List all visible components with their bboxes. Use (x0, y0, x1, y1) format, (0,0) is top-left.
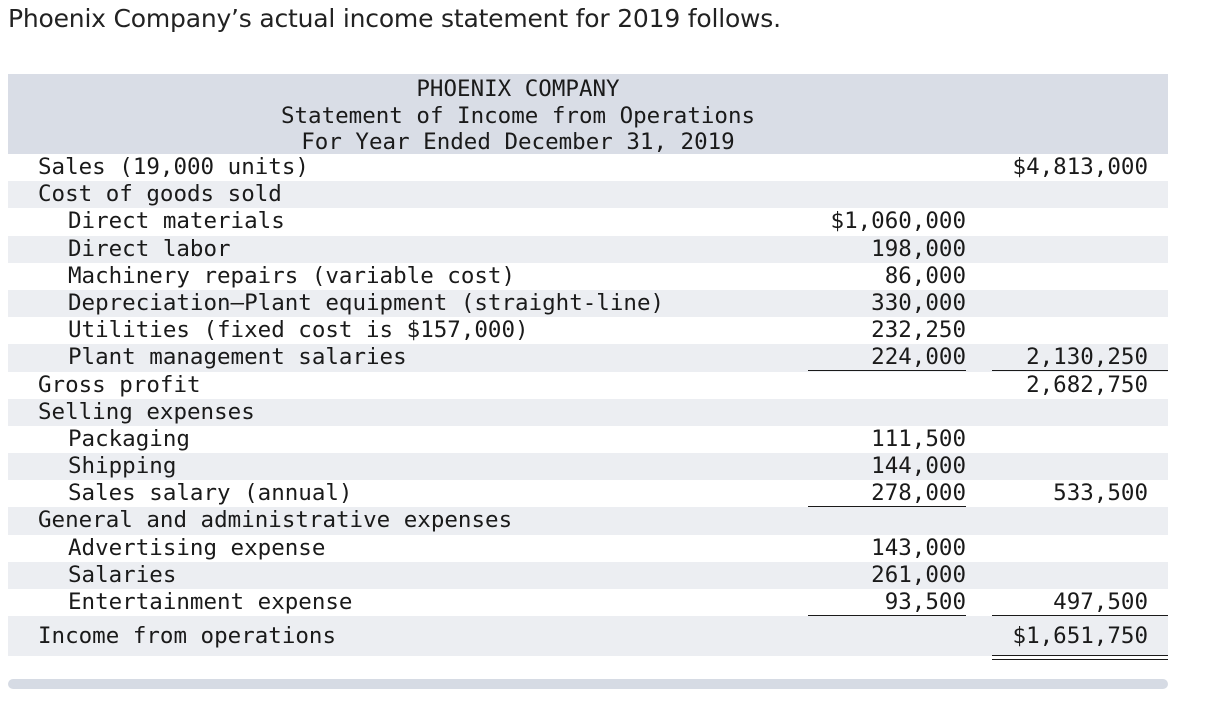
detail-amount: 143,000 (871, 534, 966, 561)
statement-row: Direct materials $1,060,000 (8, 208, 1168, 235)
horizontal-scrollbar[interactable] (8, 679, 1168, 689)
statement-row: Shipping 144,000 (8, 453, 1168, 481)
detail-amount: 86,000 (884, 262, 966, 289)
row-label: Selling expenses (38, 398, 255, 425)
row-label: Sales (19,000 units) (38, 154, 309, 180)
row-label: Direct labor (68, 235, 231, 262)
statement-row: Depreciation—Plant equipment (straight-l… (8, 289, 1168, 318)
statement-row: Utilities (fixed cost is $157,000) 232,25… (8, 317, 1168, 344)
statement-title: Statement of Income from Operations (280, 102, 756, 129)
statement-rows: Sales (19,000 units) $4,813,000 Cost of go… (8, 154, 1168, 657)
row-label: Advertising expense (68, 534, 326, 561)
total-amount: 2,682,750 (1026, 371, 1148, 398)
underline-rule (808, 370, 966, 371)
detail-amount: 261,000 (871, 561, 966, 588)
detail-amount: 198,000 (871, 235, 966, 262)
underline-rule (992, 615, 1168, 616)
detail-amount: $1,060,000 (830, 208, 966, 235)
double-underline (992, 655, 1168, 660)
intro-text: Phoenix Company’s actual income statemen… (8, 4, 781, 33)
row-label: Utilities (fixed cost is $157,000) (68, 317, 529, 344)
total-amount: 533,500 (1053, 480, 1148, 507)
row-label: Shipping (68, 453, 177, 480)
statement-row: General and administrative expenses (8, 507, 1168, 535)
total-amount: $1,651,750 (1012, 623, 1148, 650)
underline-rule (808, 506, 966, 507)
statement-row: Direct labor 198,000 (8, 235, 1168, 263)
statement-row: Gross profit 2,682,750 (8, 372, 1168, 399)
statement-row: Cost of goods sold (8, 181, 1168, 209)
row-label: Entertainment expense (68, 589, 353, 615)
detail-amount: 232,250 (871, 317, 966, 344)
underline-rule (808, 615, 966, 616)
statement-row: Income from operations $1,651,750 (8, 616, 1168, 657)
total-amount: 497,500 (1053, 589, 1148, 615)
statement-row: Advertising expense 143,000 (8, 535, 1168, 562)
statement-row: Sales salary (annual) 278,000 533,500 (8, 480, 1168, 507)
detail-amount: 224,000 (871, 344, 966, 371)
row-label: Plant management salaries (68, 344, 407, 371)
row-label: Gross profit (38, 371, 201, 398)
company-name: PHOENIX COMPANY (416, 76, 620, 102)
statement-row: Salaries 261,000 (8, 561, 1168, 589)
detail-amount: 111,500 (871, 425, 966, 452)
row-label: Sales salary (annual) (68, 480, 353, 507)
statement-row: Selling expenses (8, 398, 1168, 426)
row-label: Machinery repairs (variable cost) (68, 262, 516, 289)
row-label: Packaging (68, 425, 190, 452)
statement-row: Plant management salaries 224,000 2,130,25… (8, 344, 1168, 372)
row-label: Cost of goods sold (38, 181, 282, 208)
detail-amount: 330,000 (871, 289, 966, 316)
detail-amount: 278,000 (871, 480, 966, 507)
statement-header: PHOENIX COMPANY Statement of Income from… (8, 74, 1168, 155)
statement-period: For Year Ended December 31, 2019 (301, 129, 735, 155)
statement-row: Entertainment expense 93,500 497,500 (8, 589, 1168, 616)
statement-row: Machinery repairs (variable cost) 86,000 (8, 263, 1168, 290)
row-label: Salaries (68, 561, 177, 588)
statement-row: Packaging 111,500 (8, 426, 1168, 453)
total-amount: 2,130,250 (1026, 344, 1148, 371)
underline-rule (992, 370, 1168, 371)
row-label: General and administrative expenses (38, 507, 513, 534)
row-label: Income from operations (38, 623, 337, 650)
statement-row: Sales (19,000 units) $4,813,000 (8, 154, 1168, 181)
row-label: Depreciation—Plant equipment (straight-l… (68, 289, 665, 316)
detail-amount: 144,000 (871, 453, 966, 480)
row-label: Direct materials (68, 208, 285, 235)
total-amount: $4,813,000 (1012, 154, 1148, 180)
detail-amount: 93,500 (884, 589, 966, 615)
income-statement: PHOENIX COMPANY Statement of Income from… (8, 74, 1168, 660)
